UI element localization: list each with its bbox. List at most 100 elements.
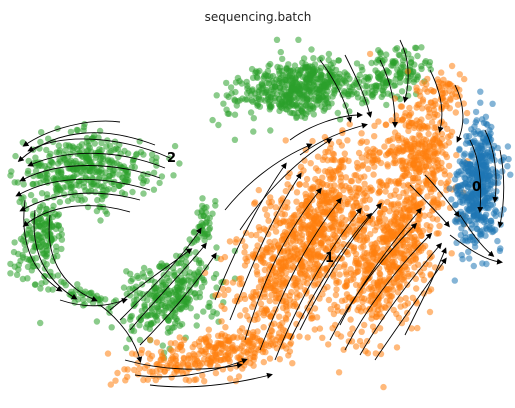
cell-point-2 [223, 106, 230, 113]
cell-point-0 [489, 166, 496, 173]
cell-point-1 [223, 279, 230, 286]
cell-point-1 [311, 208, 318, 215]
cell-point-2 [44, 232, 52, 239]
cell-point-2 [243, 78, 250, 86]
cell-point-0 [456, 193, 464, 201]
cell-point-1 [325, 341, 332, 348]
cell-point-1 [376, 275, 384, 282]
cell-point-0 [481, 138, 489, 145]
cell-point-2 [200, 308, 207, 315]
cell-point-1 [456, 71, 463, 78]
cell-point-1 [284, 199, 291, 206]
cell-point-1 [393, 242, 400, 250]
cell-point-2 [171, 313, 178, 321]
cell-point-2 [291, 62, 299, 69]
cell-point-0 [446, 185, 453, 192]
cell-point-2 [177, 267, 184, 275]
cell-point-2 [31, 197, 38, 205]
cell-point-1 [307, 240, 315, 247]
cell-point-1 [375, 149, 383, 156]
velocity-streamline [289, 112, 363, 141]
cell-point-1 [445, 139, 453, 146]
cell-point-1 [413, 104, 420, 111]
cell-point-2 [46, 161, 53, 169]
velocity-streamline [449, 234, 503, 265]
cell-point-2 [363, 82, 371, 90]
cell-point-1 [393, 344, 401, 351]
cell-point-2 [158, 301, 165, 308]
cell-point-1 [374, 307, 382, 314]
cell-point-1 [282, 137, 289, 144]
cell-point-2 [366, 73, 373, 81]
cell-point-1 [260, 358, 267, 366]
cell-point-0 [466, 161, 474, 168]
cell-point-1 [452, 90, 459, 97]
cell-point-1 [316, 271, 324, 279]
cell-point-2 [56, 147, 64, 154]
cell-point-1 [236, 281, 243, 288]
cell-point-1 [255, 186, 262, 194]
cell-point-1 [251, 200, 258, 207]
cell-point-1 [424, 193, 431, 200]
cell-point-1 [245, 253, 252, 261]
cell-point-1 [263, 244, 270, 251]
cell-point-2 [94, 196, 101, 204]
cell-point-2 [267, 97, 274, 104]
cell-point-1 [367, 184, 374, 191]
cell-point-1 [311, 326, 318, 333]
cell-point-2 [148, 276, 155, 284]
cell-point-2 [85, 142, 92, 149]
cell-point-1 [354, 306, 361, 314]
cell-point-1 [359, 342, 366, 349]
cell-point-2 [108, 324, 115, 331]
cell-point-2 [44, 247, 51, 254]
cell-point-2 [277, 48, 284, 56]
cell-point-2 [279, 55, 286, 63]
cell-point-1 [401, 139, 408, 147]
cell-point-2 [412, 44, 419, 51]
cell-point-2 [79, 165, 87, 172]
cell-point-1 [427, 271, 434, 278]
cell-point-1 [341, 261, 348, 268]
cell-point-2 [38, 218, 45, 225]
cell-point-2 [60, 184, 67, 191]
cell-point-1 [427, 286, 435, 293]
cell-point-1 [279, 211, 286, 218]
cell-point-1 [104, 350, 112, 357]
cell-point-0 [461, 189, 468, 196]
cell-point-1 [426, 211, 433, 219]
cell-point-1 [242, 307, 249, 314]
velocity-streamline [48, 214, 98, 302]
cell-point-2 [314, 66, 321, 73]
cell-point-1 [389, 135, 397, 142]
cell-point-2 [293, 95, 300, 102]
cell-point-2 [91, 132, 98, 139]
cell-point-1 [447, 132, 454, 139]
cell-point-1 [112, 377, 119, 384]
cell-point-2 [220, 100, 227, 107]
cell-point-2 [88, 163, 96, 171]
cell-point-2 [258, 85, 265, 92]
cell-point-1 [382, 216, 389, 223]
cell-point-1 [400, 189, 407, 196]
cell-point-2 [391, 58, 399, 65]
cell-point-2 [129, 323, 136, 330]
cell-point-1 [287, 252, 294, 259]
cell-point-0 [462, 237, 469, 244]
velocity-streamline [15, 178, 151, 197]
cell-point-1 [397, 284, 404, 291]
cluster-label-1: 1 [325, 251, 334, 266]
cell-point-1 [426, 254, 434, 262]
cell-point-1 [352, 255, 360, 262]
velocity-streamline [319, 59, 353, 123]
cell-point-1 [234, 334, 241, 341]
cell-point-2 [375, 73, 382, 81]
cell-point-1 [442, 101, 450, 108]
cell-point-2 [72, 157, 79, 165]
cell-point-2 [126, 285, 133, 293]
cell-point-1 [419, 96, 427, 103]
cell-point-0 [471, 123, 478, 130]
cell-point-1 [334, 303, 341, 311]
cell-point-2 [192, 281, 199, 288]
cell-point-1 [340, 346, 347, 353]
